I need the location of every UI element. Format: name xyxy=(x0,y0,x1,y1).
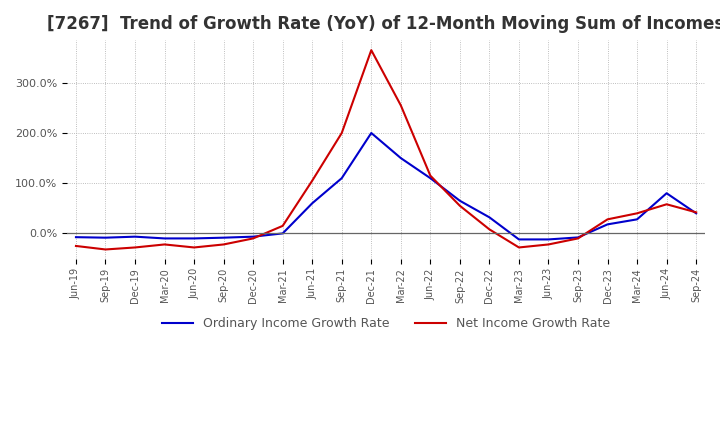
Ordinary Income Growth Rate xyxy=(397,155,405,161)
Net Income Growth Rate xyxy=(544,242,553,247)
Net Income Growth Rate xyxy=(220,242,228,247)
Net Income Growth Rate xyxy=(161,242,169,247)
Ordinary Income Growth Rate xyxy=(161,236,169,241)
Net Income Growth Rate xyxy=(456,203,464,209)
Net Income Growth Rate xyxy=(574,236,582,241)
Net Income Growth Rate xyxy=(279,223,287,228)
Net Income Growth Rate xyxy=(662,202,671,207)
Ordinary Income Growth Rate xyxy=(544,237,553,242)
Net Income Growth Rate xyxy=(485,227,494,232)
Ordinary Income Growth Rate xyxy=(338,176,346,181)
Ordinary Income Growth Rate xyxy=(515,237,523,242)
Net Income Growth Rate xyxy=(633,211,642,216)
Net Income Growth Rate xyxy=(308,178,317,183)
Net Income Growth Rate xyxy=(249,236,258,241)
Net Income Growth Rate xyxy=(131,245,140,250)
Line: Ordinary Income Growth Rate: Ordinary Income Growth Rate xyxy=(76,133,696,239)
Title: [7267]  Trend of Growth Rate (YoY) of 12-Month Moving Sum of Incomes: [7267] Trend of Growth Rate (YoY) of 12-… xyxy=(48,15,720,33)
Net Income Growth Rate xyxy=(190,245,199,250)
Ordinary Income Growth Rate xyxy=(603,222,612,227)
Net Income Growth Rate xyxy=(692,210,701,215)
Net Income Growth Rate xyxy=(603,217,612,222)
Ordinary Income Growth Rate xyxy=(367,130,376,136)
Net Income Growth Rate xyxy=(367,48,376,53)
Line: Net Income Growth Rate: Net Income Growth Rate xyxy=(76,50,696,249)
Ordinary Income Growth Rate xyxy=(220,235,228,240)
Ordinary Income Growth Rate xyxy=(692,211,701,216)
Ordinary Income Growth Rate xyxy=(308,201,317,206)
Ordinary Income Growth Rate xyxy=(131,234,140,239)
Ordinary Income Growth Rate xyxy=(190,236,199,241)
Ordinary Income Growth Rate xyxy=(249,234,258,239)
Net Income Growth Rate xyxy=(71,243,80,249)
Ordinary Income Growth Rate xyxy=(426,176,435,181)
Ordinary Income Growth Rate xyxy=(662,191,671,196)
Ordinary Income Growth Rate xyxy=(574,235,582,240)
Net Income Growth Rate xyxy=(102,247,110,252)
Ordinary Income Growth Rate xyxy=(485,215,494,220)
Ordinary Income Growth Rate xyxy=(102,235,110,240)
Ordinary Income Growth Rate xyxy=(456,198,464,203)
Legend: Ordinary Income Growth Rate, Net Income Growth Rate: Ordinary Income Growth Rate, Net Income … xyxy=(157,312,615,335)
Ordinary Income Growth Rate xyxy=(71,235,80,240)
Net Income Growth Rate xyxy=(397,103,405,108)
Ordinary Income Growth Rate xyxy=(633,217,642,222)
Net Income Growth Rate xyxy=(338,130,346,136)
Ordinary Income Growth Rate xyxy=(279,231,287,236)
Net Income Growth Rate xyxy=(515,245,523,250)
Net Income Growth Rate xyxy=(426,173,435,178)
